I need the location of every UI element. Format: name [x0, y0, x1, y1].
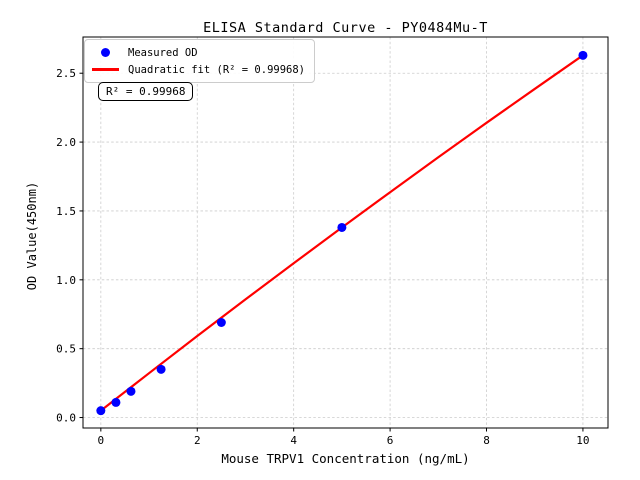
y-tick-label: 0.0	[56, 412, 76, 425]
x-tick-label: 6	[387, 434, 394, 447]
y-tick-label: 2.0	[56, 136, 76, 149]
legend-item-quadratic-fit: Quadratic fit (R² = 0.99968)	[92, 61, 305, 78]
x-tick-label: 8	[483, 434, 490, 447]
quadratic-fit-line	[100, 54, 584, 412]
plot-border	[82, 36, 609, 429]
y-tick-label: 1.0	[56, 274, 76, 287]
data-point	[111, 397, 121, 407]
data-point	[216, 318, 226, 328]
y-tick-label: 1.5	[56, 205, 76, 218]
data-point	[156, 364, 166, 374]
x-tick-label: 2	[194, 434, 201, 447]
scatter-marker-icon	[101, 48, 110, 57]
y-axis-label: OD Value(450nm)	[25, 181, 39, 291]
data-point	[337, 222, 347, 232]
chart-title: ELISA Standard Curve - PY0484Mu-T	[203, 20, 488, 36]
data-point	[126, 386, 136, 396]
x-axis-label: Mouse TRPV1 Concentration (ng/mL)	[221, 451, 470, 466]
data-point	[578, 50, 588, 60]
x-tick-label: 10	[576, 434, 589, 447]
y-tick-label: 0.5	[56, 343, 76, 356]
legend-item-measured-od: Measured OD	[92, 44, 305, 61]
r-squared-annotation: R² = 0.99968	[98, 82, 194, 101]
x-tick-label: 4	[290, 434, 297, 447]
data-point	[96, 406, 106, 416]
x-tick-label: 0	[98, 434, 105, 447]
legend-label-quadratic-fit: Quadratic fit (R² = 0.99968)	[128, 63, 306, 76]
legend-label-measured-od: Measured OD	[128, 46, 198, 59]
legend: Measured OD Quadratic fit (R² = 0.99968)	[84, 39, 316, 83]
y-tick-label: 2.5	[56, 67, 76, 80]
line-marker-icon	[92, 68, 119, 71]
